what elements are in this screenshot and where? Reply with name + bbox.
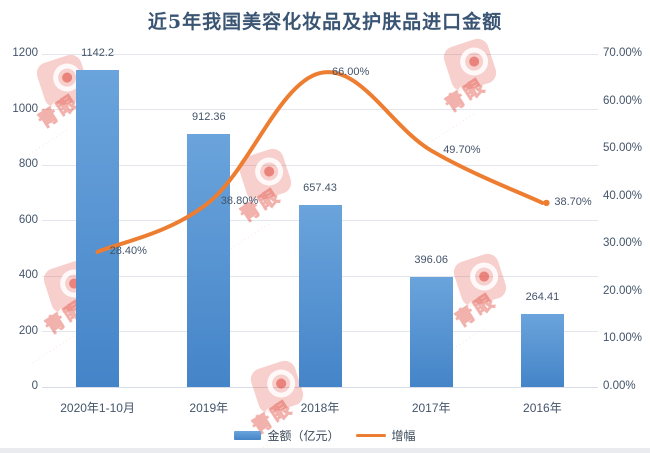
bar-3 xyxy=(409,277,453,387)
bar-value-label: 396.06 xyxy=(414,254,449,267)
bar-value-label: 1142.2 xyxy=(81,47,114,60)
category-label: 2016年 xyxy=(523,401,562,415)
bar-2 xyxy=(298,204,342,387)
y-axis-right-tick-label: 50.00% xyxy=(603,142,643,155)
legend-label: 增幅 xyxy=(391,429,416,443)
watermark-eye-logo-icon xyxy=(441,36,499,96)
watermark-eye-pupil-icon xyxy=(456,43,492,80)
y-axis-right-tick-label: 0.00% xyxy=(603,380,636,392)
line-point-label: 38.70% xyxy=(554,195,592,208)
gridline xyxy=(42,109,598,110)
y-axis-left-tick-label: 1000 xyxy=(12,102,38,115)
y-axis-left-tick-label: 800 xyxy=(18,158,38,170)
watermark-dots: ············· xyxy=(24,126,71,161)
line-point-label: 49.70% xyxy=(443,143,481,156)
line-end-marker xyxy=(543,199,550,207)
category-label: 2020年1-10月 xyxy=(60,401,135,415)
y-axis-right-tick-label: 20.00% xyxy=(603,284,643,297)
watermark-dots: ············· xyxy=(31,332,78,367)
watermark: 青眼 ············· xyxy=(441,251,509,360)
y-axis-right-tick-label: 60.00% xyxy=(603,94,643,107)
y-axis-right-tick-label: 10.00% xyxy=(603,332,643,345)
legend-item: 增幅 xyxy=(355,427,416,444)
bar-1 xyxy=(187,133,231,387)
y-axis-right-tick-label: 40.00% xyxy=(603,189,643,202)
watermark-eye-pupil-icon xyxy=(263,365,299,402)
y-axis-right-tick-label: 30.00% xyxy=(603,237,643,250)
category-label: 2019年 xyxy=(189,401,229,415)
category-label: 2018年 xyxy=(300,401,340,415)
category-label: 2017年 xyxy=(411,401,451,415)
line-point-label: 28.40% xyxy=(109,244,147,257)
legend-item: 金额（亿元） xyxy=(234,427,340,444)
y-axis-left-tick-label: 200 xyxy=(18,324,38,337)
y-axis-left-tick-label: 600 xyxy=(18,213,38,226)
watermark-dots: ············· xyxy=(226,220,273,255)
gridline xyxy=(42,386,598,388)
gridline xyxy=(42,164,598,166)
legend-bar-swatch xyxy=(234,431,262,440)
watermark-dots: ············· xyxy=(431,110,478,145)
line-point-label: 38.80% xyxy=(220,195,259,208)
bar-value-label: 912.36 xyxy=(191,110,226,123)
legend-label: 金额（亿元） xyxy=(267,429,340,443)
y-axis-right-tick-label: 70.00% xyxy=(603,47,643,59)
watermark-text: 青眼 xyxy=(452,289,501,332)
watermark: 青眼 ············· xyxy=(431,36,499,145)
bar-0 xyxy=(76,70,120,387)
bottom-strip xyxy=(0,448,650,453)
watermark-eyelid-icon xyxy=(450,58,493,96)
chart-title: 近5年我国美容化妆品及护肤品进口金额 xyxy=(147,11,503,33)
legend: 金额（亿元） 增幅 xyxy=(0,427,650,444)
bar-value-label: 264.41 xyxy=(525,290,560,303)
y-axis-left-tick-label: 400 xyxy=(18,269,38,281)
y-axis-left-tick-label: 1200 xyxy=(12,47,38,59)
bar-value-label: 657.43 xyxy=(303,181,337,194)
gridline xyxy=(42,53,598,55)
line-point-label: 66.00% xyxy=(332,66,370,79)
bar-4 xyxy=(520,313,564,387)
y-axis-left-tick-label: 0 xyxy=(31,380,38,392)
legend-line-swatch xyxy=(355,433,386,438)
